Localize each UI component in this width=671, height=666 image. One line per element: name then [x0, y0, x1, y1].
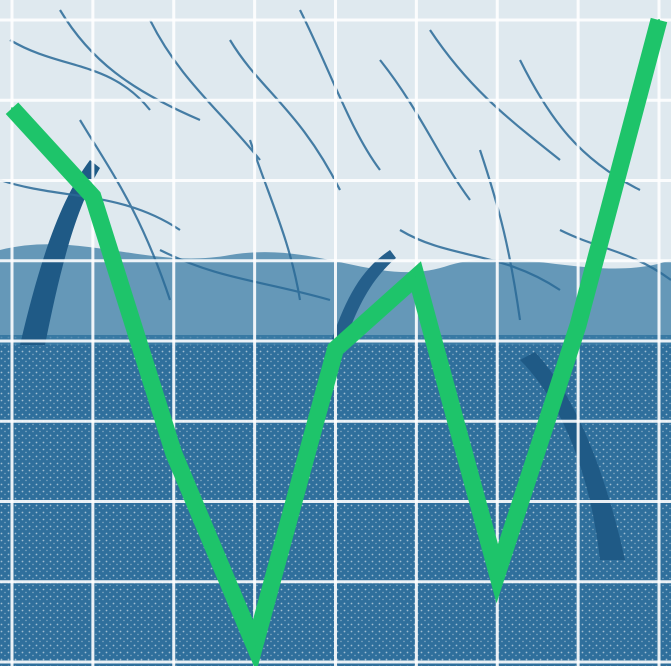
tree-branches — [0, 9, 671, 321]
data-point — [172, 452, 175, 455]
data-point — [415, 275, 418, 278]
tree-trunk-left — [20, 160, 100, 345]
tree-trunk-middle — [330, 250, 396, 345]
data-point — [334, 348, 337, 351]
data-point — [91, 195, 94, 198]
data-point — [577, 323, 580, 326]
data-point — [658, 19, 660, 21]
chart-marks — [5, 17, 668, 666]
data-point — [496, 572, 499, 575]
data-point — [11, 107, 13, 110]
data-point — [253, 644, 256, 647]
tree-trunk-right — [520, 352, 625, 560]
